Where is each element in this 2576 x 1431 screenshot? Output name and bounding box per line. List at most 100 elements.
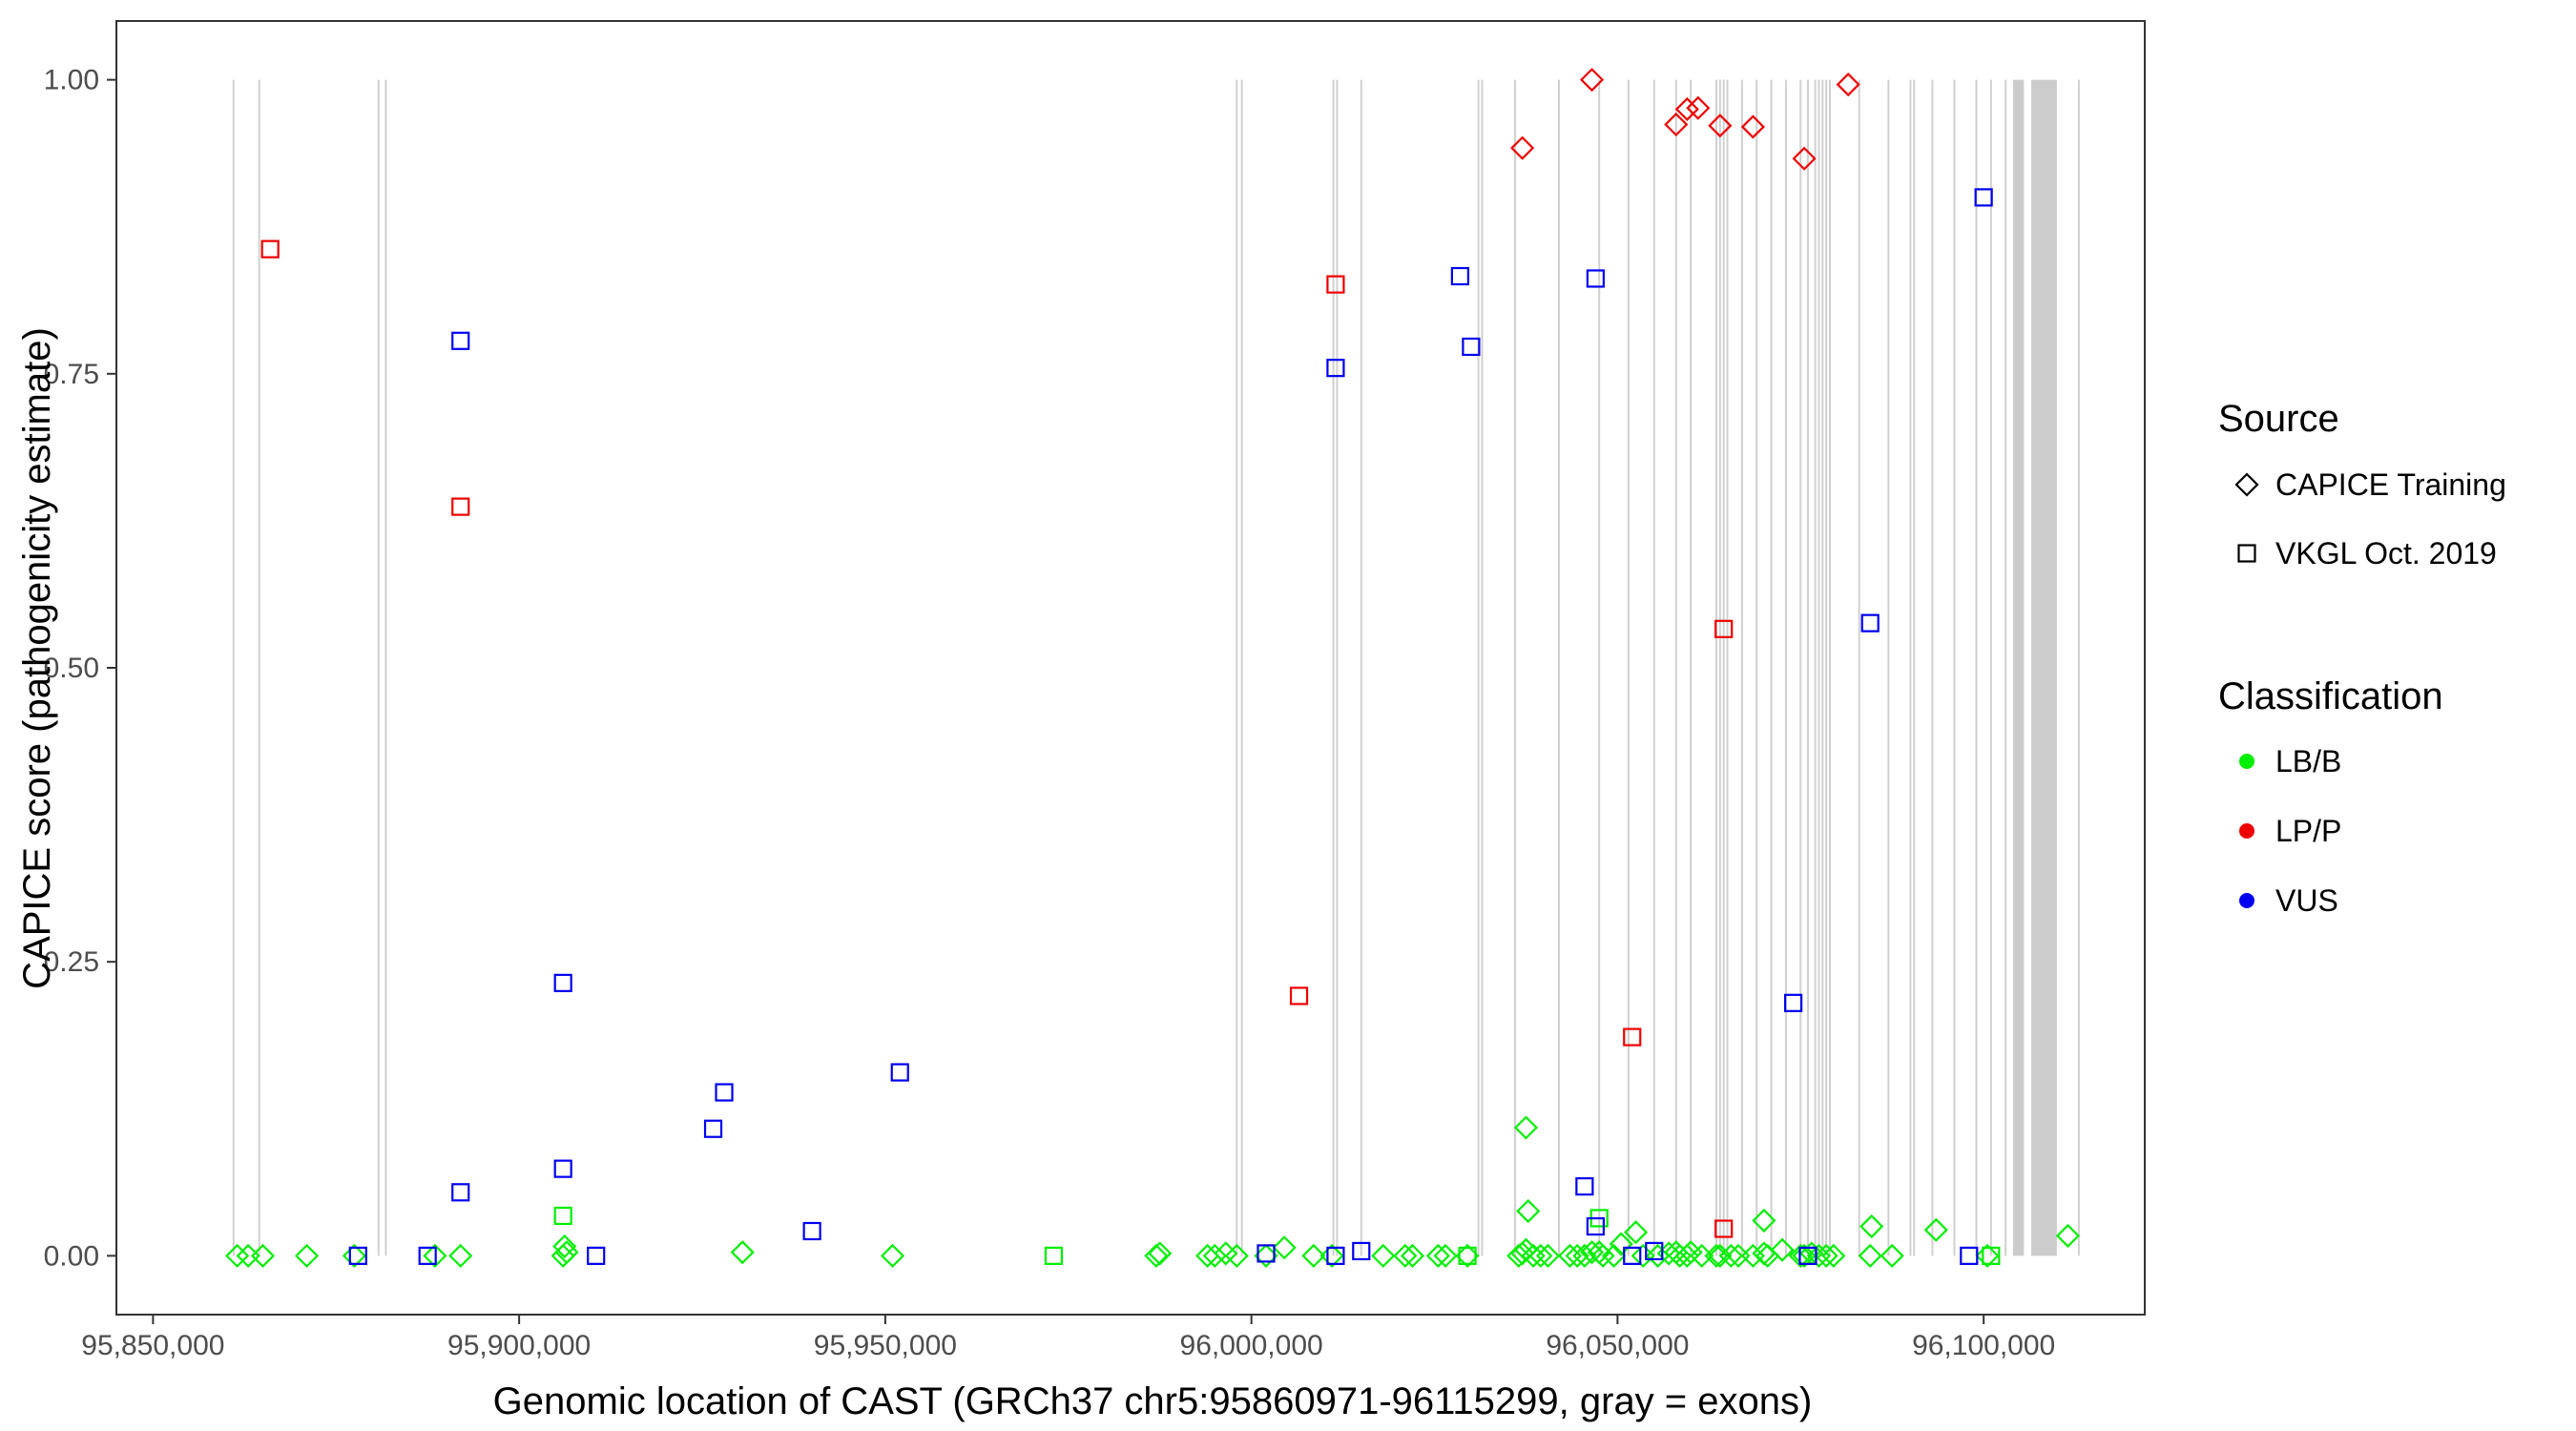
vkgl-point [553, 973, 572, 992]
capice-point [552, 1234, 577, 1259]
capice-point [1301, 1243, 1326, 1268]
vkgl-point [1326, 275, 1345, 294]
x-tick-label: 96,000,000 [1180, 1330, 1323, 1361]
legend-classification-title: Classification [2218, 675, 2443, 717]
legend-source-label: VKGL Oct. 2019 [2275, 536, 2497, 570]
exon-lines [232, 79, 2080, 1256]
capice-point [1195, 1243, 1220, 1268]
capice-point [448, 1243, 473, 1268]
legend-classification-label: LB/B [2275, 744, 2341, 778]
vkgl-point [418, 1246, 437, 1265]
capice-point [1858, 1243, 1882, 1268]
capice-point [1528, 1243, 1553, 1268]
capice-point [1646, 1243, 1671, 1268]
capice-point [1513, 1115, 1539, 1140]
y-tick-label: 0.00 [44, 1240, 99, 1272]
legend-color-dot-icon [2239, 754, 2254, 769]
vkgl-point [1960, 1246, 1979, 1265]
vkgl-point [260, 239, 280, 259]
x-tick-label: 95,950,000 [814, 1330, 957, 1361]
capice-point [1590, 1243, 1615, 1268]
vkgl-point [1289, 986, 1309, 1006]
x-tick-label: 96,100,000 [1912, 1330, 2055, 1361]
capice-point [423, 1243, 447, 1268]
capice-point [1624, 1220, 1649, 1245]
vkgl-point [348, 1246, 367, 1265]
vkgl-point [1860, 613, 1880, 633]
vkgl-point [1044, 1246, 1064, 1265]
x-axis: 95,850,000 95,900,000 95,950,000 96,000,000… [81, 1315, 2055, 1361]
vkgl-point [451, 1183, 470, 1202]
capice-point [342, 1243, 366, 1268]
capice-point [1535, 1243, 1561, 1268]
capice-point [1740, 114, 1765, 139]
y-axis: 0.00 0.25 0.50 0.75 1.00 [44, 65, 116, 1272]
capice-point [1516, 1198, 1541, 1224]
capice-point [225, 1243, 250, 1268]
vkgl-point [553, 1206, 572, 1226]
vkgl-point [451, 497, 470, 516]
capice-point [1433, 1243, 1458, 1268]
capice-point [1506, 1243, 1531, 1268]
capice-point [1718, 1243, 1743, 1268]
capice-point [294, 1243, 320, 1268]
vkgl-point [1982, 1246, 2001, 1265]
plot-panel-border [115, 20, 2146, 1316]
capice-point [1674, 96, 1699, 122]
capice-point [1770, 1237, 1795, 1262]
vkgl-point [1352, 1241, 1371, 1261]
capice-point [554, 1240, 579, 1265]
capice-point [1579, 68, 1605, 93]
vkgl-point [1623, 1027, 1642, 1047]
capice-point [1880, 1243, 1904, 1268]
vkgl-point [1458, 1246, 1477, 1265]
capice-point [1788, 1243, 1813, 1268]
exon-band [2012, 79, 2025, 1256]
legend-color-dot-icon [2239, 823, 2254, 839]
vkgl-point [1450, 266, 1469, 286]
capice-point [250, 1243, 276, 1268]
y-tick-label: 0.75 [44, 359, 99, 390]
x-tick-label: 96,050,000 [1546, 1330, 1689, 1361]
capice-point [1400, 1243, 1425, 1268]
vkgl-point [1462, 337, 1481, 357]
capice-point [1254, 1243, 1278, 1268]
capice-point [1214, 1241, 1238, 1266]
capice-point [1572, 1243, 1597, 1268]
vkgl-point [1645, 1241, 1664, 1261]
capice-point [1752, 1208, 1776, 1233]
capice-point [1144, 1243, 1169, 1268]
capice-point [1821, 1243, 1846, 1268]
capice-point [1565, 1243, 1589, 1268]
vkgl-point [1326, 1246, 1345, 1265]
vkgl-point [1783, 993, 1803, 1012]
vkgl-point [1586, 1216, 1605, 1236]
capice-point [1708, 1243, 1733, 1268]
capice-point [1923, 1217, 1948, 1242]
capice-point [1664, 112, 1689, 137]
capice-point [1272, 1235, 1297, 1260]
legend-square-icon [2237, 544, 2256, 563]
capice-point [1371, 1243, 1396, 1268]
capice-point [730, 1240, 755, 1265]
x-axis-title: Genomic location of CAST (GRCh37 chr5:95… [493, 1380, 1813, 1422]
capice-point [1755, 1243, 1780, 1268]
capice-point [1393, 1243, 1418, 1268]
vkgl-point [553, 1159, 572, 1178]
legend: Source CAPICE Training VKGL Oct. 2019 Cla… [2218, 398, 2506, 918]
vkgl-point [1714, 619, 1734, 638]
capice-point [1455, 1243, 1480, 1268]
y-tick-label: 1.00 [44, 65, 99, 96]
legend-classification-items: LB/B LP/P VUS [2239, 744, 2341, 918]
capice-point [1814, 1243, 1839, 1268]
capice-point [1513, 1237, 1539, 1262]
capice-point [1836, 73, 1860, 97]
vkgl-point [587, 1246, 606, 1265]
capice-point [1425, 1243, 1450, 1268]
capice-point [1708, 114, 1733, 138]
capice-point [1609, 1232, 1633, 1256]
legend-source-items: CAPICE Training VKGL Oct. 2019 [2234, 467, 2506, 570]
y-axis-title: CAPICE score (pathogenicity estimate) [16, 327, 58, 989]
y-tick-label: 0.25 [44, 946, 99, 978]
